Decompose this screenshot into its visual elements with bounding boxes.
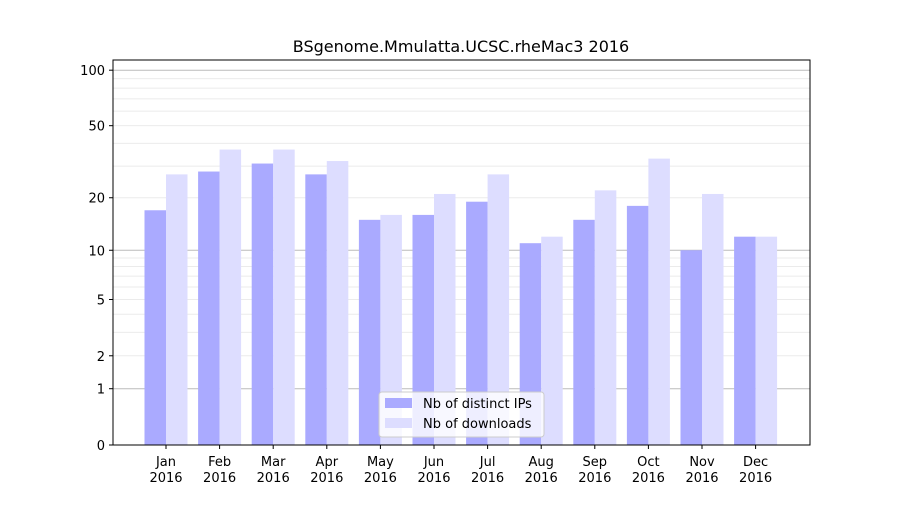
bar-downloads [380, 214, 402, 445]
x-tick-label: Jul [479, 455, 496, 470]
legend-box [378, 391, 545, 438]
legend-swatch [385, 398, 412, 408]
y-tick-label: 100 [80, 64, 105, 79]
bar-downloads [594, 190, 617, 445]
x-tick-label: 2016 [739, 471, 772, 486]
plot-frame [112, 59, 811, 446]
x-tick-label: Sep [583, 455, 608, 470]
x-tick-label: May [367, 455, 394, 470]
x-tick-label: 2016 [578, 471, 611, 486]
y-tick-label: 1 [97, 383, 105, 398]
x-tick-label: Oct [637, 455, 659, 470]
x-tick-label: Dec [743, 455, 768, 470]
x-tick-label: 2016 [203, 471, 236, 486]
bar-ips [412, 214, 434, 445]
x-tick-label: 2016 [310, 471, 343, 486]
x-tick-label: 2016 [417, 471, 450, 486]
bar-downloads [434, 193, 456, 445]
x-tick-label: Nov [689, 455, 715, 470]
x-tick-label: 2016 [632, 471, 665, 486]
bar-downloads [166, 174, 188, 445]
x-tick-label: 2016 [364, 471, 397, 486]
y-tick-label: 50 [88, 120, 105, 135]
x-tick-label: Apr [316, 455, 339, 470]
x-tick-label: Jun [423, 455, 444, 470]
bar-downloads [273, 149, 295, 445]
x-tick-label: 2016 [685, 471, 718, 486]
legend-swatch [385, 418, 412, 428]
bar-downloads [326, 161, 349, 445]
bar-ips [305, 174, 327, 445]
y-tick-label: 5 [97, 293, 105, 308]
x-tick-label: Feb [208, 455, 231, 470]
bar-ips [466, 201, 488, 445]
bar-ips [734, 236, 756, 445]
bar-downloads [219, 149, 242, 445]
bar-ips [680, 250, 702, 445]
bar-ips [358, 219, 381, 445]
x-tick-label: 2016 [471, 471, 504, 486]
y-tick-label: 0 [97, 439, 105, 454]
bar-ips [626, 205, 649, 445]
bar-downloads [702, 193, 724, 445]
chart-title: BSgenome.Mmulatta.UCSC.rheMac3 2016 [293, 37, 629, 56]
bar-ips [251, 163, 274, 445]
bar-downloads [755, 236, 778, 445]
x-tick-label: 2016 [257, 471, 290, 486]
bar-downloads [487, 174, 510, 445]
x-tick-label: Aug [529, 455, 554, 470]
x-tick-label: 2016 [149, 471, 182, 486]
bars [144, 149, 778, 446]
legend-label: Nb of downloads [423, 417, 532, 432]
y-tick-label: 2 [97, 350, 105, 365]
y-axis: 0 1 2 5 10 20 50 100 [80, 64, 113, 454]
legend: Nb of distinct IPs Nb of downloads [378, 391, 545, 438]
y-tick-label: 10 [88, 244, 105, 259]
bar-downloads [541, 236, 563, 445]
bar-ips [573, 219, 595, 445]
bar-ips [198, 171, 220, 446]
x-axis: Jan2016Feb2016Mar2016Apr2016May2016Jun20… [149, 445, 772, 486]
x-tick-label: 2016 [525, 471, 558, 486]
bar-ips [144, 210, 166, 445]
x-tick-label: Mar [261, 455, 286, 470]
bar-downloads [648, 158, 670, 445]
x-tick-label: Jan [155, 455, 176, 470]
legend-label: Nb of distinct IPs [423, 397, 532, 412]
y-tick-label: 20 [88, 192, 105, 207]
